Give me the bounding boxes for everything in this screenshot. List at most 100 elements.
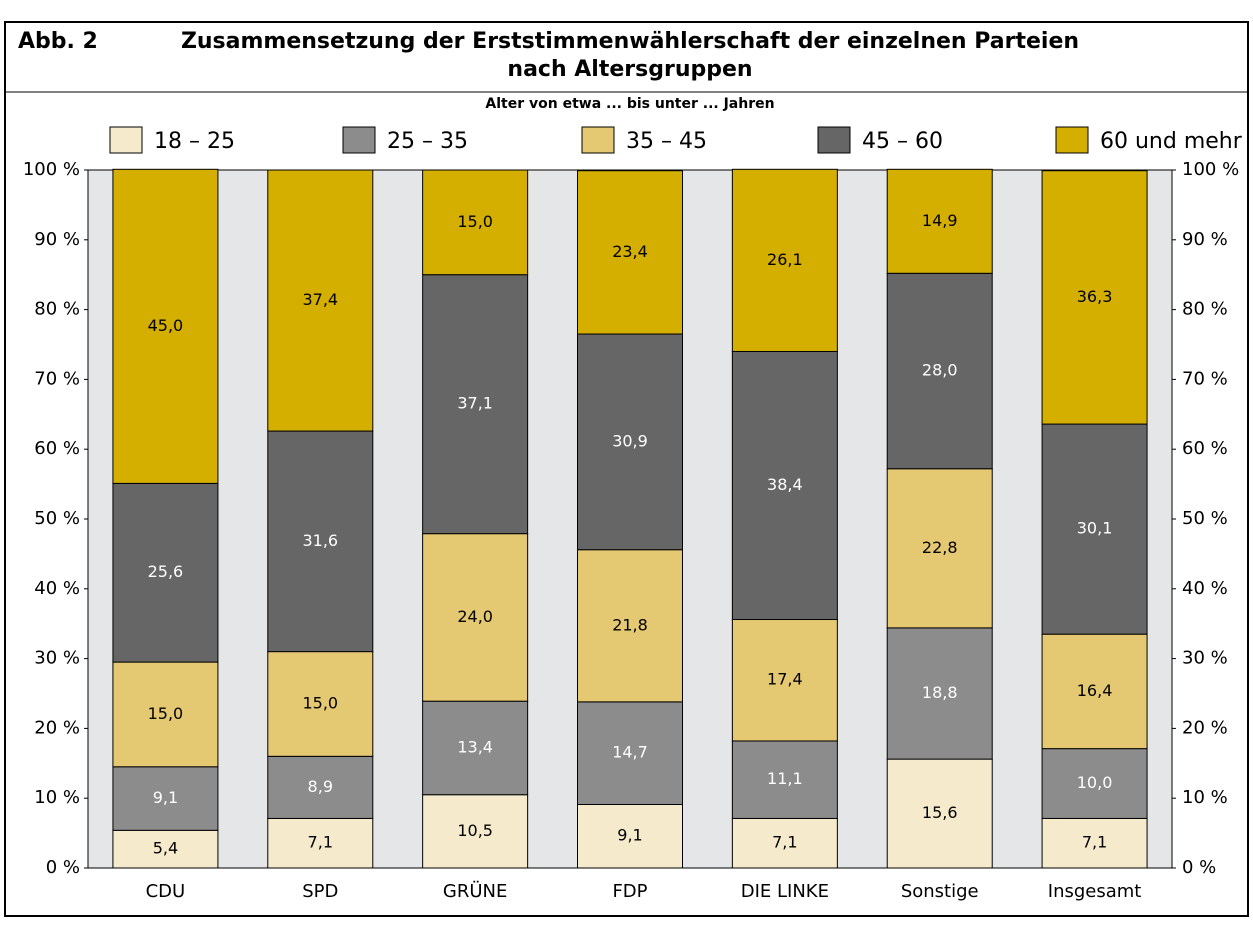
legend-swatch xyxy=(109,126,143,154)
data-label: 25,6 xyxy=(148,562,184,581)
x-tick-label: SPD xyxy=(302,881,338,902)
data-label: 26,1 xyxy=(767,250,803,269)
legend-label: 25 – 35 xyxy=(387,129,468,154)
data-label: 30,1 xyxy=(1077,519,1113,538)
y-tick-label: 60 % xyxy=(34,438,80,459)
bar-segment xyxy=(112,482,219,663)
x-tick-label: DIE LINKE xyxy=(741,881,829,902)
bar-segment xyxy=(886,468,993,629)
y-tick-label: 30 % xyxy=(34,648,80,669)
data-label: 38,4 xyxy=(767,475,803,494)
y2-tick-label: 20 % xyxy=(1182,717,1228,738)
data-label: 28,0 xyxy=(922,361,958,380)
bar-segment xyxy=(577,170,683,335)
data-label: 13,4 xyxy=(457,737,493,756)
y2-tick-label: 100 % xyxy=(1182,159,1239,180)
bar-segment xyxy=(731,168,838,352)
y-tick-label: 20 % xyxy=(34,717,80,738)
x-tick-label: FDP xyxy=(612,881,647,902)
bar-segment xyxy=(422,794,529,869)
bar-segment xyxy=(731,619,838,742)
bar-segment xyxy=(577,701,683,805)
legend-swatch xyxy=(1055,126,1089,154)
data-label: 10,0 xyxy=(1077,773,1113,792)
legend-label: 18 – 25 xyxy=(154,129,235,154)
y2-tick-label: 50 % xyxy=(1182,508,1228,529)
y2-tick-label: 40 % xyxy=(1182,578,1228,599)
data-label: 15,0 xyxy=(302,693,338,712)
bar-segment xyxy=(886,272,993,470)
chart-title: nach Altersgruppen xyxy=(507,57,752,82)
bar-segment xyxy=(577,803,683,869)
y-tick-label: 80 % xyxy=(34,299,80,320)
bar-segment xyxy=(422,274,529,535)
bar-segment xyxy=(267,430,374,653)
data-label: 14,7 xyxy=(612,743,648,762)
data-label: 5,4 xyxy=(153,839,178,858)
y-tick-label: 40 % xyxy=(34,578,80,599)
y2-tick-label: 30 % xyxy=(1182,648,1228,669)
data-label: 15,0 xyxy=(457,212,493,231)
x-tick-label: Sonstige xyxy=(901,881,979,902)
y-tick-label: 50 % xyxy=(34,508,80,529)
data-label: 30,9 xyxy=(612,431,648,450)
bar-segment xyxy=(577,333,683,551)
bar-segment xyxy=(422,533,529,702)
y-tick-label: 70 % xyxy=(34,368,80,389)
bar-segment xyxy=(112,829,219,869)
bar-segment xyxy=(1041,817,1148,869)
legend-title: Alter von etwa ... bis unter ... Jahren xyxy=(485,96,774,112)
data-label: 15,6 xyxy=(922,803,958,822)
y2-tick-label: 70 % xyxy=(1182,368,1228,389)
bar-segment xyxy=(1041,633,1148,750)
data-label: 11,1 xyxy=(767,769,803,788)
legend-label: 35 – 45 xyxy=(626,129,707,154)
chart-title: Zusammensetzung der Erststimmenwählersch… xyxy=(181,29,1079,54)
bar-segment xyxy=(422,169,529,276)
bar-segment xyxy=(886,168,993,274)
y2-tick-label: 0 % xyxy=(1182,857,1216,878)
bar-segment xyxy=(267,755,374,819)
data-label: 23,4 xyxy=(612,242,648,261)
frame xyxy=(4,21,1249,917)
data-label: 37,4 xyxy=(302,290,338,309)
data-label: 15,0 xyxy=(148,704,184,723)
bar-segment xyxy=(1041,748,1148,819)
data-label: 37,1 xyxy=(457,394,493,413)
legend-label: 45 – 60 xyxy=(862,129,943,154)
legend-label: 60 und mehr xyxy=(1100,129,1243,154)
legend-swatch xyxy=(581,126,615,154)
data-label: 45,0 xyxy=(148,316,184,335)
y-tick-label: 90 % xyxy=(34,229,80,250)
y-tick-label: 10 % xyxy=(34,787,80,808)
y-tick-label: 100 % xyxy=(23,159,80,180)
data-label: 31,6 xyxy=(302,531,338,550)
x-tick-label: CDU xyxy=(146,881,186,902)
data-label: 7,1 xyxy=(308,833,333,852)
data-label: 7,1 xyxy=(772,833,797,852)
x-tick-label: GRÜNE xyxy=(443,880,507,902)
y2-tick-label: 10 % xyxy=(1182,787,1228,808)
data-label: 16,4 xyxy=(1077,681,1113,700)
bar-segment xyxy=(112,168,219,484)
data-label: 36,3 xyxy=(1077,287,1113,306)
bar-segment xyxy=(112,661,219,768)
bar-segment xyxy=(422,700,529,796)
data-label: 10,5 xyxy=(457,821,493,840)
data-label: 7,1 xyxy=(1082,833,1107,852)
bar-segment xyxy=(886,627,993,760)
x-tick-label: Insgesamt xyxy=(1048,881,1142,902)
figure-label: Abb. 2 xyxy=(18,29,98,54)
data-label: 18,8 xyxy=(922,683,958,702)
bar-segment xyxy=(577,549,683,703)
data-label: 21,8 xyxy=(612,615,648,634)
y2-tick-label: 90 % xyxy=(1182,229,1228,250)
bar-segment xyxy=(267,817,374,869)
legend-swatch xyxy=(817,126,851,154)
data-label: 17,4 xyxy=(767,670,803,689)
bar-segment xyxy=(267,651,374,757)
bar-segment xyxy=(1041,170,1148,425)
data-label: 8,9 xyxy=(308,777,333,796)
legend-swatch xyxy=(342,126,376,154)
